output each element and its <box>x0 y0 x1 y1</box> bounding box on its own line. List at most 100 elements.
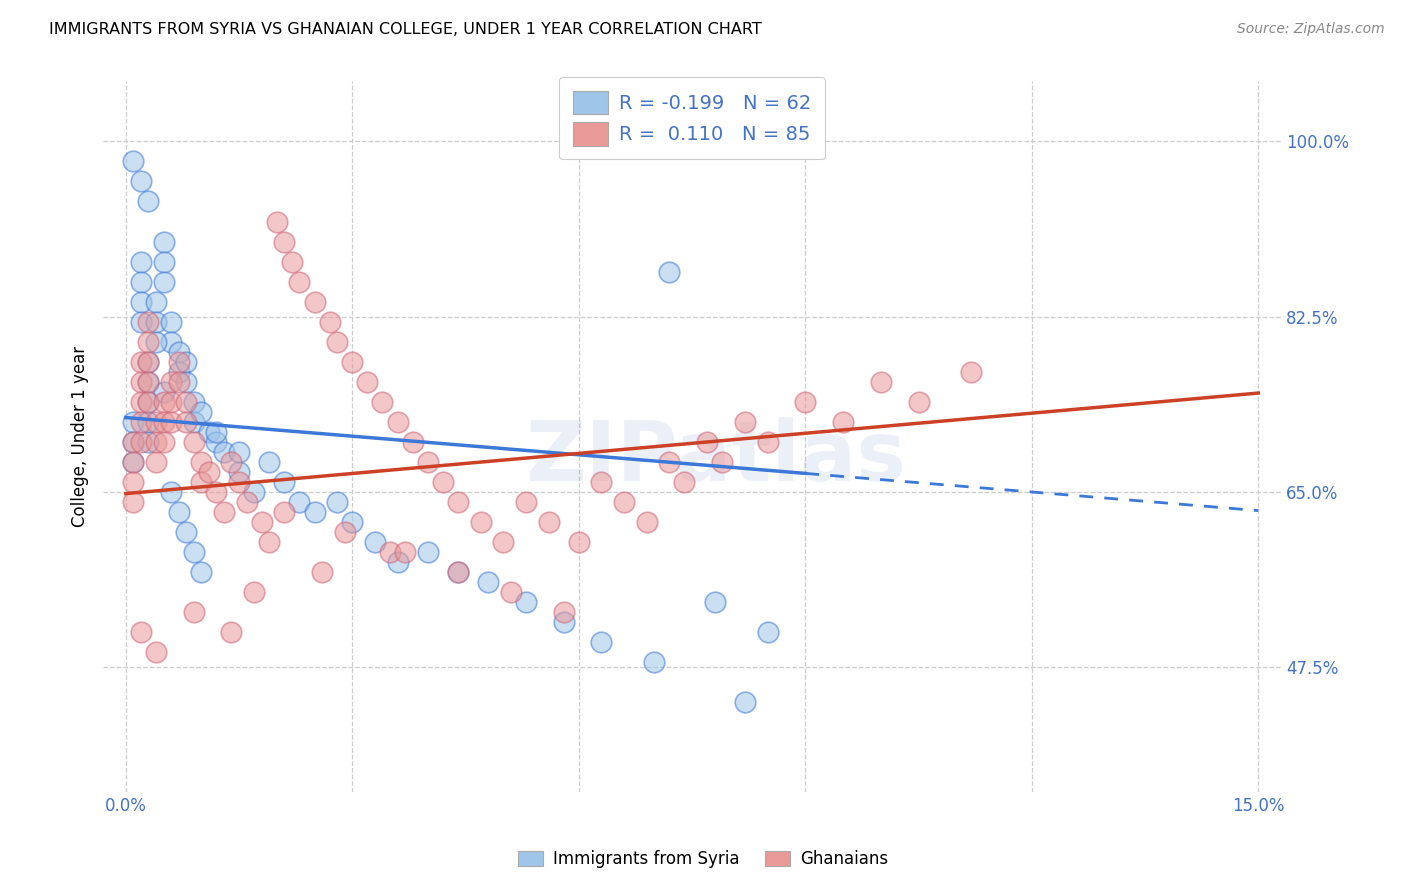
Point <box>138 314 160 328</box>
Point <box>515 494 537 508</box>
Point <box>122 494 145 508</box>
Point <box>387 555 409 569</box>
Point <box>591 475 613 489</box>
Point <box>907 394 929 409</box>
Point <box>553 605 575 619</box>
Point <box>152 434 174 449</box>
Legend: Immigrants from Syria, Ghanaians: Immigrants from Syria, Ghanaians <box>512 844 894 875</box>
Point <box>145 314 167 328</box>
Point <box>152 384 174 399</box>
Point <box>257 534 280 549</box>
Text: ZIPatlas: ZIPatlas <box>524 417 905 499</box>
Point <box>212 444 235 458</box>
Point <box>138 334 160 349</box>
Point <box>673 475 696 489</box>
Point <box>304 294 326 309</box>
Point <box>138 394 160 409</box>
Point <box>228 475 250 489</box>
Point <box>318 314 340 328</box>
Point <box>288 275 311 289</box>
Point <box>470 515 492 529</box>
Point <box>394 544 416 558</box>
Point <box>537 515 560 529</box>
Point <box>138 354 160 368</box>
Point <box>190 475 212 489</box>
Point <box>138 194 160 209</box>
Point <box>122 434 145 449</box>
Point <box>356 375 378 389</box>
Point <box>145 645 167 659</box>
Text: IMMIGRANTS FROM SYRIA VS GHANAIAN COLLEGE, UNDER 1 YEAR CORRELATION CHART: IMMIGRANTS FROM SYRIA VS GHANAIAN COLLEG… <box>49 22 762 37</box>
Point <box>568 534 591 549</box>
Point <box>129 294 152 309</box>
Point <box>160 314 183 328</box>
Point <box>243 584 266 599</box>
Point <box>643 655 665 669</box>
Point <box>152 235 174 249</box>
Point <box>333 524 356 539</box>
Point <box>613 494 636 508</box>
Point <box>416 454 439 468</box>
Point <box>734 695 756 709</box>
Y-axis label: College, Under 1 year: College, Under 1 year <box>72 346 89 527</box>
Point <box>190 454 212 468</box>
Point <box>167 344 190 359</box>
Point <box>138 375 160 389</box>
Point <box>636 515 658 529</box>
Point <box>145 334 167 349</box>
Point <box>756 434 779 449</box>
Point <box>190 565 212 579</box>
Point <box>160 334 183 349</box>
Point <box>138 434 160 449</box>
Point <box>794 394 817 409</box>
Point <box>342 354 364 368</box>
Point <box>205 484 228 499</box>
Point <box>129 434 152 449</box>
Point <box>174 415 197 429</box>
Point <box>288 494 311 508</box>
Point <box>138 394 160 409</box>
Text: Source: ZipAtlas.com: Source: ZipAtlas.com <box>1237 22 1385 37</box>
Point <box>145 454 167 468</box>
Point <box>273 475 295 489</box>
Point <box>152 254 174 268</box>
Point <box>960 365 983 379</box>
Point <box>257 454 280 468</box>
Point <box>174 354 197 368</box>
Point <box>447 565 470 579</box>
Point <box>205 434 228 449</box>
Point <box>553 615 575 629</box>
Point <box>402 434 425 449</box>
Point <box>167 375 190 389</box>
Point <box>198 425 221 439</box>
Point <box>129 624 152 639</box>
Point <box>167 505 190 519</box>
Point <box>145 434 167 449</box>
Point <box>228 465 250 479</box>
Point <box>183 544 205 558</box>
Point <box>174 394 197 409</box>
Point <box>228 444 250 458</box>
Point <box>711 454 734 468</box>
Point <box>183 605 205 619</box>
Point <box>832 415 855 429</box>
Point <box>174 524 197 539</box>
Point <box>129 375 152 389</box>
Point <box>160 415 183 429</box>
Point <box>190 404 212 418</box>
Point <box>221 624 243 639</box>
Point <box>183 394 205 409</box>
Point <box>129 354 152 368</box>
Point <box>378 544 401 558</box>
Point <box>167 354 190 368</box>
Point <box>129 415 152 429</box>
Point <box>205 425 228 439</box>
Point <box>591 634 613 648</box>
Point <box>129 275 152 289</box>
Point <box>221 454 243 468</box>
Point <box>212 505 235 519</box>
Point <box>138 354 160 368</box>
Point <box>129 394 152 409</box>
Point <box>696 434 718 449</box>
Point <box>447 565 470 579</box>
